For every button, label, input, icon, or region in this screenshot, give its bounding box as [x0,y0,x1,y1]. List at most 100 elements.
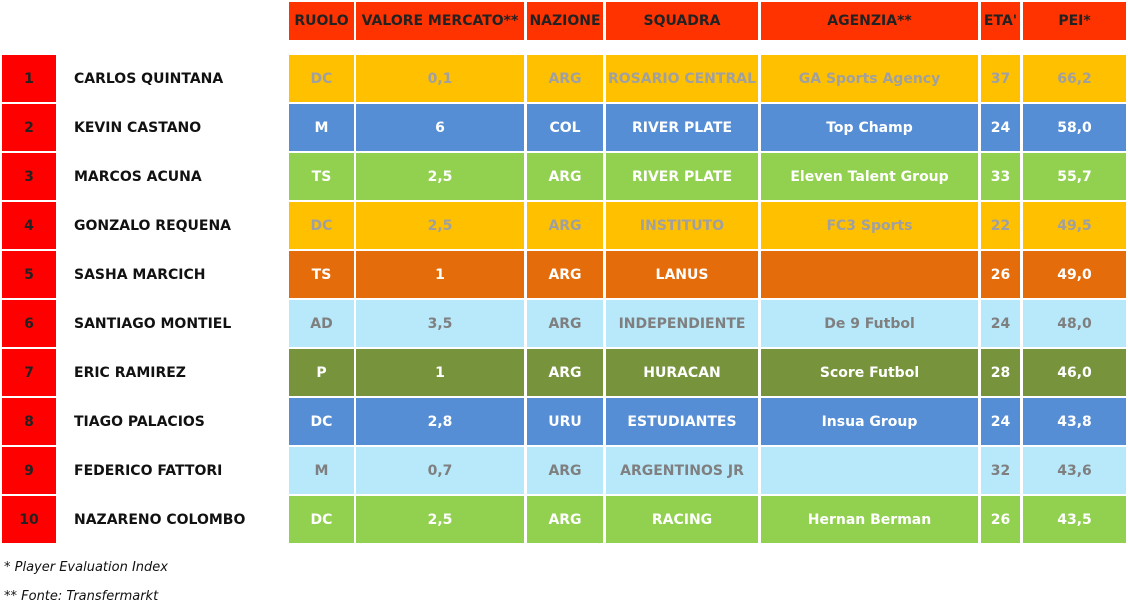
data-cell: 46,0 [1023,349,1126,396]
data-cell: AD [289,300,354,347]
data-cell: ARG [527,447,603,494]
data-cell: 2,8 [356,398,524,445]
data-cell: RIVER PLATE [606,153,758,200]
data-cell: ARG [527,349,603,396]
data-cell: Eleven Talent Group [761,153,978,200]
data-cell: ARG [527,251,603,298]
data-cell: 43,8 [1023,398,1126,445]
column-header: SQUADRA [606,2,758,40]
rank-cell: 1 [2,55,56,102]
data-cell: COL [527,104,603,151]
data-cell: TS [289,251,354,298]
data-cell: 48,0 [1023,300,1126,347]
data-cell: 24 [981,104,1020,151]
data-cell: 28 [981,349,1020,396]
data-cell: 0,1 [356,55,524,102]
data-cell: 24 [981,398,1020,445]
column-header: AGENZIA** [761,2,978,40]
data-cell [761,251,978,298]
data-cell: 49,0 [1023,251,1126,298]
data-cell: M [289,104,354,151]
data-cell: De 9 Futbol [761,300,978,347]
data-cell: 43,6 [1023,447,1126,494]
data-cell: 33 [981,153,1020,200]
rank-cell: 10 [2,496,56,543]
data-cell: 66,2 [1023,55,1126,102]
data-cell: 26 [981,496,1020,543]
column-header: ETA' [981,2,1020,40]
rank-cell: 6 [2,300,56,347]
data-cell: RACING [606,496,758,543]
player-name: MARCOS ACUNA [74,168,202,185]
data-cell: INDEPENDIENTE [606,300,758,347]
data-cell: ARGENTINOS JR [606,447,758,494]
data-cell: 1 [356,349,524,396]
data-cell: 24 [981,300,1020,347]
data-cell: DC [289,496,354,543]
rank-cell: 7 [2,349,56,396]
data-cell: INSTITUTO [606,202,758,249]
player-name: GONZALO REQUENA [74,217,232,234]
rank-cell: 3 [2,153,56,200]
data-cell: ARG [527,300,603,347]
data-cell: DC [289,398,354,445]
data-cell: ARG [527,153,603,200]
rank-cell: 5 [2,251,56,298]
column-header: VALORE MERCATO** [356,2,524,40]
player-name: CARLOS QUINTANA [74,70,224,87]
player-name: FEDERICO FATTORI [74,462,223,479]
rank-cell: 4 [2,202,56,249]
data-cell: DC [289,202,354,249]
data-cell: HURACAN [606,349,758,396]
player-name: ERIC RAMIREZ [74,364,186,381]
column-header: PEI* [1023,2,1126,40]
column-header: NAZIONE [527,2,603,40]
player-name: SASHA MARCICH [74,266,206,283]
data-cell: 0,7 [356,447,524,494]
rank-cell: 9 [2,447,56,494]
data-cell: URU [527,398,603,445]
data-cell: ARG [527,55,603,102]
data-cell: 6 [356,104,524,151]
data-cell: DC [289,55,354,102]
data-cell: Top Champ [761,104,978,151]
data-cell: 37 [981,55,1020,102]
data-cell: 1 [356,251,524,298]
data-cell: ARG [527,202,603,249]
player-name: KEVIN CASTANO [74,119,202,136]
data-cell: P [289,349,354,396]
data-cell: ARG [527,496,603,543]
data-cell: 22 [981,202,1020,249]
rank-cell: 2 [2,104,56,151]
footnote: ** Fonte: Transfermarkt [4,589,159,604]
data-cell: 32 [981,447,1020,494]
player-name: NAZARENO COLOMBO [74,511,246,528]
data-cell: 2,5 [356,496,524,543]
data-cell: 55,7 [1023,153,1126,200]
data-cell: 2,5 [356,202,524,249]
data-cell: ROSARIO CENTRAL [606,55,758,102]
data-cell: 2,5 [356,153,524,200]
data-cell: Insua Group [761,398,978,445]
data-cell: Hernan Berman [761,496,978,543]
data-cell: RIVER PLATE [606,104,758,151]
column-header: RUOLO [289,2,354,40]
data-cell: 26 [981,251,1020,298]
data-cell: FC3 Sports [761,202,978,249]
data-cell: 58,0 [1023,104,1126,151]
data-cell: 43,5 [1023,496,1126,543]
footnote: * Player Evaluation Index [4,560,168,575]
data-cell: 49,5 [1023,202,1126,249]
data-cell: 3,5 [356,300,524,347]
data-cell: Score Futbol [761,349,978,396]
player-name: TIAGO PALACIOS [74,413,205,430]
player-name: SANTIAGO MONTIEL [74,315,232,332]
data-cell: TS [289,153,354,200]
data-cell: LANUS [606,251,758,298]
data-cell [761,447,978,494]
data-cell: GA Sports Agency [761,55,978,102]
data-cell: ESTUDIANTES [606,398,758,445]
data-cell: M [289,447,354,494]
rank-cell: 8 [2,398,56,445]
